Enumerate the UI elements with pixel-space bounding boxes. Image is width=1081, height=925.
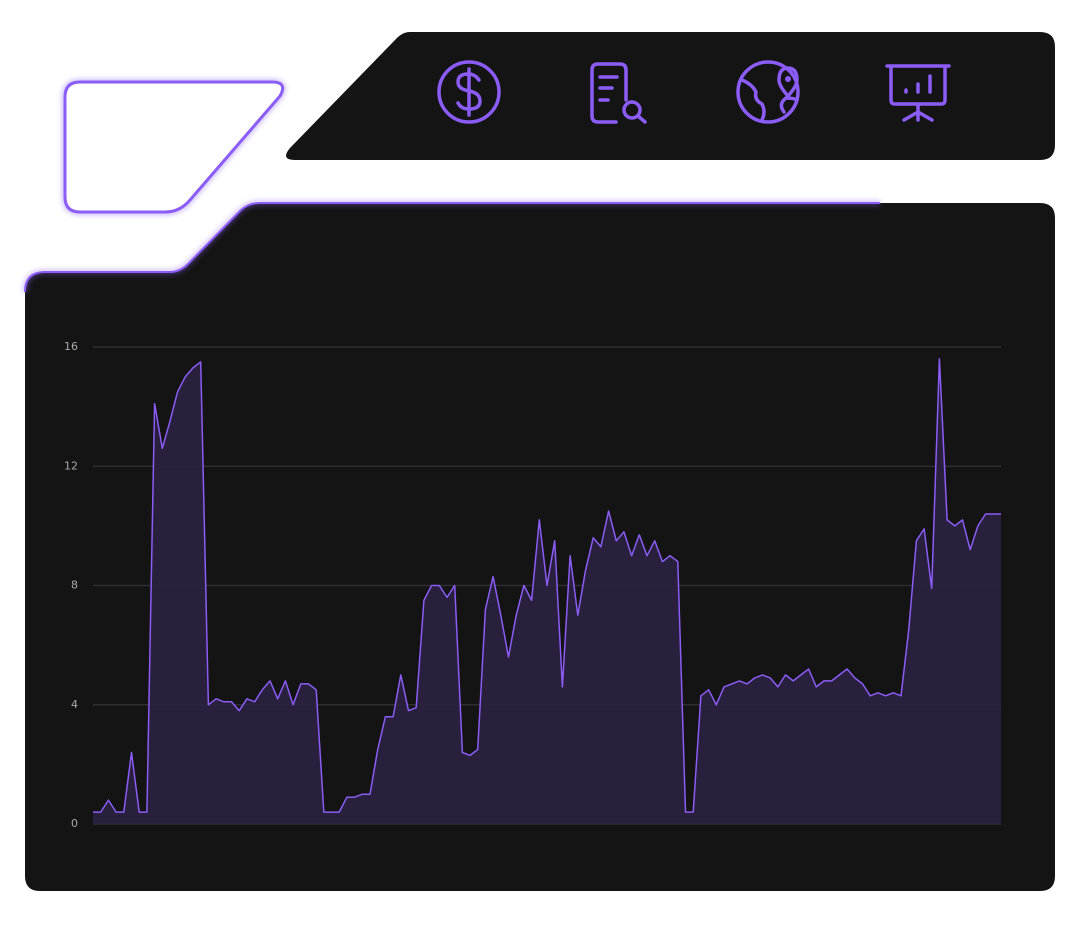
y-tick-label: 4	[71, 698, 78, 711]
icon-bar	[286, 32, 1055, 160]
panel-glow	[24, 202, 880, 293]
area-fill	[93, 358, 1001, 824]
icon-globe[interactable]	[736, 60, 800, 124]
tab-outline[interactable]	[63, 80, 285, 214]
y-tick-label: 16	[64, 340, 78, 353]
area-line	[93, 358, 1001, 813]
y-tick-label: 0	[71, 817, 78, 830]
plot-area: 0 4 8 12 16	[64, 340, 1001, 830]
icon-presentation[interactable]	[885, 64, 951, 122]
y-tick-label: 12	[64, 459, 78, 472]
y-tick-label: 8	[71, 579, 78, 592]
icon-report[interactable]	[590, 62, 647, 124]
icon-dollar[interactable]	[437, 60, 501, 124]
